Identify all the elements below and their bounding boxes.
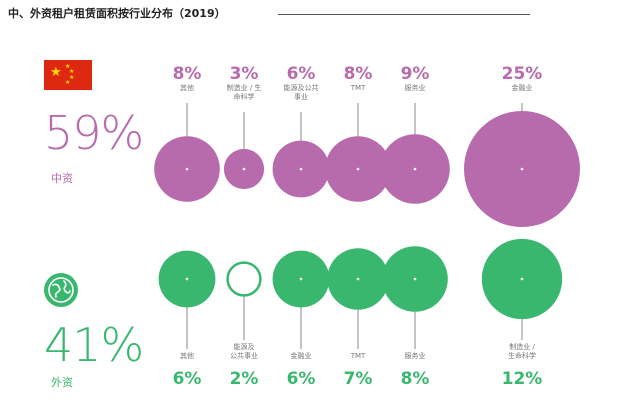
value-label: 12%	[502, 369, 543, 389]
category-label: TMT	[350, 352, 366, 360]
bubble-center-dot	[185, 277, 189, 281]
category-label: 服务业	[405, 351, 426, 360]
bubble-center-dot	[242, 167, 246, 171]
category-label: TMT	[350, 84, 366, 92]
category-label: 能源及	[234, 342, 255, 351]
bubble-center-dot	[520, 277, 524, 281]
chart-title: 中、外资租户租赁面积按行业分布（2019）	[8, 7, 226, 20]
value-label: 25%	[502, 64, 543, 84]
bubble-center-dot	[185, 167, 189, 171]
value-label: 3%	[230, 64, 259, 84]
bubble-center-dot	[356, 167, 360, 171]
foreign-share: 41%	[44, 318, 144, 372]
bubble-center-dot	[299, 167, 303, 171]
category-label: 公共事业	[230, 351, 258, 360]
globe-icon	[44, 273, 78, 307]
category-label: 命科学	[234, 92, 255, 101]
value-label: 6%	[287, 369, 316, 389]
value-label: 9%	[401, 64, 430, 84]
category-label: 事业	[294, 92, 308, 101]
category-label: 金融业	[291, 351, 312, 360]
bubble-center-dot	[356, 277, 360, 281]
category-label: 服务业	[405, 83, 426, 92]
bubble	[226, 261, 262, 297]
category-label: 制造业 / 生	[227, 83, 262, 92]
category-label: 生命科学	[508, 351, 536, 360]
category-label: 其他	[180, 351, 194, 360]
value-label: 6%	[287, 64, 316, 84]
category-label: 制造业 /	[509, 342, 535, 351]
category-label: 能源及公共	[284, 83, 319, 92]
china-flag-icon: ★ ★ ★ ★ ★	[44, 60, 92, 90]
value-label: 8%	[344, 64, 373, 84]
title-rule	[278, 14, 530, 15]
value-label: 2%	[230, 369, 259, 389]
bubble-center-dot	[413, 277, 417, 281]
domestic-share: 59%	[44, 106, 144, 160]
domestic-label: 中资	[51, 172, 73, 185]
category-label: 其他	[180, 83, 194, 92]
bubble-center-dot	[413, 167, 417, 171]
bubble-center-dot	[520, 167, 524, 171]
value-label: 8%	[401, 369, 430, 389]
value-label: 8%	[173, 64, 202, 84]
bubble-center-dot	[299, 277, 303, 281]
value-label: 7%	[344, 369, 373, 389]
category-label: 金融业	[512, 83, 533, 92]
foreign-label: 外资	[51, 376, 73, 389]
value-label: 6%	[173, 369, 202, 389]
